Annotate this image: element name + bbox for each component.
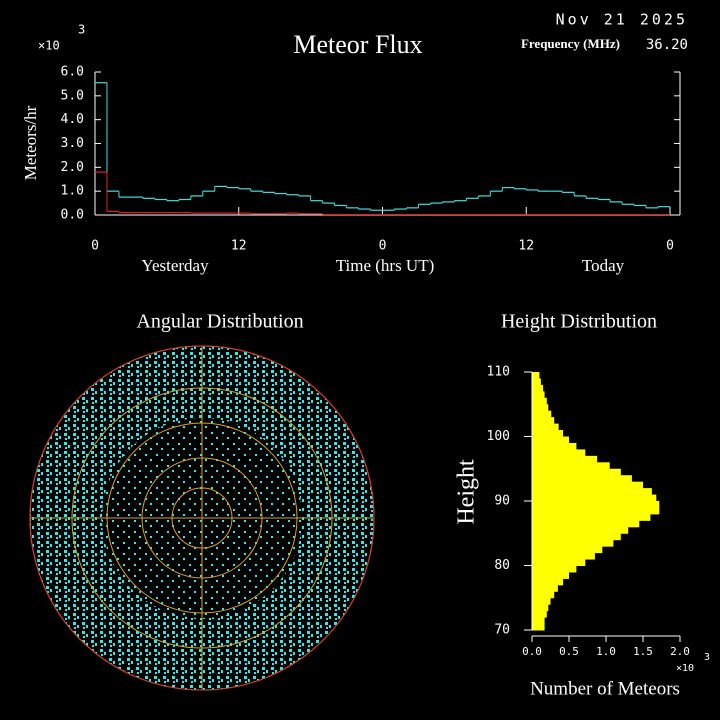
bar (532, 442, 577, 450)
bar (532, 591, 555, 599)
x-tick-label: 1.0 (596, 645, 616, 658)
bar (532, 520, 640, 528)
bar (532, 404, 549, 412)
y-multiplier: ×10 (38, 39, 60, 53)
y-tick-label: 5.0 (61, 88, 84, 103)
y-tick-label: 80 (494, 558, 510, 573)
bar (532, 384, 544, 392)
y-tick-label: 70 (494, 623, 510, 638)
y-tick-label: 4.0 (61, 112, 84, 127)
date: Nov 21 2025 (556, 11, 688, 29)
bar (532, 468, 621, 476)
bar (532, 597, 551, 605)
bar (532, 623, 545, 631)
bar (532, 565, 577, 573)
x-tick-label: 12 (518, 239, 534, 254)
chart-title: Height Distribution (501, 311, 657, 333)
x-sublabel: Today (582, 256, 625, 275)
x-exponent: 3 (704, 652, 710, 663)
y-tick-label: 2.0 (61, 160, 84, 175)
bar (532, 610, 547, 618)
horizon (29, 345, 375, 691)
chart-title: Angular Distribution (136, 311, 303, 333)
bar (532, 436, 569, 444)
bar (532, 488, 652, 496)
y-tick-label: 100 (487, 429, 510, 444)
y-axis-label: Meteors/hr (21, 105, 40, 180)
x-sublabel: Yesterday (141, 256, 209, 275)
x-tick-label: 0 (379, 239, 387, 254)
x-tick-label: 1.5 (633, 645, 653, 658)
x-tick-label: 12 (231, 239, 247, 254)
bar (532, 617, 545, 625)
bar (532, 507, 660, 515)
y-exponent: 3 (78, 23, 85, 37)
bar (532, 417, 555, 425)
bar (532, 546, 603, 554)
bar (532, 501, 660, 508)
y-tick-label: 110 (487, 365, 510, 380)
bar (532, 559, 586, 566)
y-tick-label: 0.0 (61, 208, 84, 223)
bar (532, 391, 545, 399)
bar (532, 372, 540, 379)
frequency: 36.20 (646, 37, 688, 53)
bar (532, 449, 586, 457)
y-axis-label: Height (454, 459, 480, 525)
bar (532, 462, 610, 470)
chart-title: Meteor Flux (293, 30, 422, 59)
bar (532, 397, 547, 405)
bar (532, 584, 558, 592)
bar (532, 423, 559, 431)
bar (532, 455, 598, 463)
x-tick-label: 0.0 (522, 645, 542, 658)
y-tick-label: 90 (494, 494, 510, 509)
bar (532, 533, 621, 541)
bar (532, 604, 549, 612)
y-tick-label: 6.0 (61, 65, 84, 80)
bar (532, 552, 595, 560)
bar (532, 430, 564, 437)
x-tick-label: 0.5 (559, 645, 579, 658)
bar (532, 481, 643, 489)
x-axis-label: Time (hrs UT) (336, 256, 435, 275)
bar (532, 571, 569, 579)
x-multiplier: ×10 (676, 663, 694, 674)
x-tick-label: 0 (666, 239, 674, 254)
x-tick-label: 0 (91, 239, 99, 254)
bar (532, 539, 614, 547)
bar (532, 526, 629, 534)
bar (532, 578, 564, 586)
frequency-label: Frequency (MHz) (521, 36, 620, 51)
bar (532, 513, 651, 521)
x-tick-label: 2.0 (670, 645, 690, 658)
x-axis-label: Number of Meteors (530, 678, 680, 699)
bar (532, 494, 657, 502)
bar (532, 378, 541, 386)
y-tick-label: 1.0 (61, 184, 84, 199)
bar (532, 475, 632, 483)
bar (532, 410, 552, 418)
angular-plot (29, 345, 375, 691)
y-tick-label: 3.0 (61, 136, 84, 151)
